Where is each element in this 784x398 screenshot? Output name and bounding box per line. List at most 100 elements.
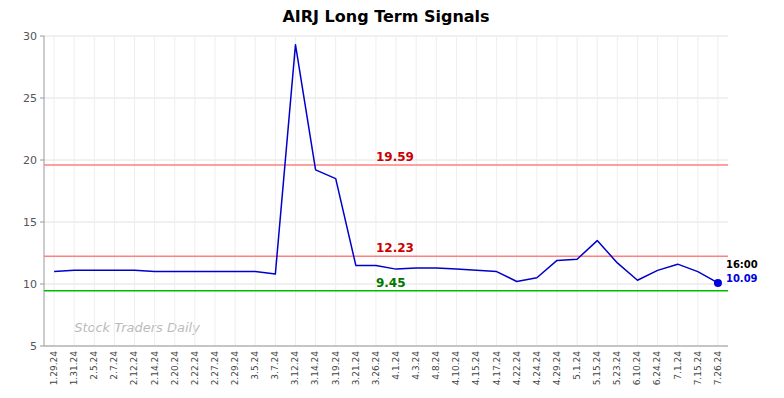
y-tick-label: 25 <box>23 92 37 105</box>
x-tick-label: 2.5.24 <box>89 351 99 380</box>
x-grid-line <box>436 36 437 346</box>
x-tick-label: 5.23.24 <box>612 351 622 386</box>
x-grid-line <box>637 36 638 346</box>
x-grid-line <box>215 36 216 346</box>
last-point <box>714 279 722 287</box>
x-tick-label: 3.26.24 <box>371 351 381 386</box>
x-tick-label: 4.1.24 <box>391 351 401 380</box>
watermark: Stock Traders Daily <box>74 320 200 335</box>
reference-line <box>44 164 728 166</box>
title: AIRJ Long Term Signals <box>282 7 489 26</box>
grid <box>44 36 728 346</box>
x-tick-label: 6.24.24 <box>652 351 662 386</box>
x-grid-line <box>617 36 618 346</box>
x-grid-line <box>74 36 75 346</box>
x-grid-line <box>456 36 457 346</box>
x-grid-line <box>597 36 598 346</box>
x-grid-line <box>255 36 256 346</box>
x-tick-label: 7.15.24 <box>693 351 703 386</box>
last-value-label: 10.09 <box>726 273 758 284</box>
y-tick <box>40 36 44 37</box>
x-tick-label: 2.14.24 <box>150 351 160 386</box>
plot-area <box>44 45 728 291</box>
series-line <box>54 45 718 283</box>
x-tick-label: 2.22.24 <box>190 351 200 386</box>
y-tick <box>40 346 44 347</box>
x-tick-label: 3.5.24 <box>250 351 260 380</box>
x-tick-label: 3.19.24 <box>331 351 341 386</box>
x-grid-line <box>396 36 397 346</box>
x-tick-label: 5.1.24 <box>572 351 582 380</box>
x-grid-line <box>557 36 558 346</box>
y-tick-label: 10 <box>23 278 37 291</box>
last-time-label: 16:00 <box>726 259 758 270</box>
x-tick-label: 1.31.24 <box>69 351 79 386</box>
y-tick-label: 5 <box>30 340 37 353</box>
y-tick <box>40 160 44 161</box>
reference-line <box>44 290 728 292</box>
x-tick-label: 2.27.24 <box>210 351 220 386</box>
x-tick-label: 6.10.24 <box>632 351 642 386</box>
x-tick-label: 2.7.24 <box>109 351 119 380</box>
x-grid-line <box>134 36 135 346</box>
x-grid-line <box>496 36 497 346</box>
x-grid-line <box>657 36 658 346</box>
x-tick-label: 4.3.24 <box>411 351 421 380</box>
x-grid-line <box>94 36 95 346</box>
x-grid-line <box>295 36 296 346</box>
x-grid-line <box>335 36 336 346</box>
x-grid-line <box>355 36 356 346</box>
x-tick-label: 7.1.24 <box>673 351 683 380</box>
x-grid-line <box>717 36 718 346</box>
y-grid-line <box>44 346 728 347</box>
x-tick-label: 2.20.24 <box>170 351 180 386</box>
x-tick-label: 4.17.24 <box>492 351 502 386</box>
x-axis-line <box>44 346 728 347</box>
y-tick <box>40 222 44 223</box>
y-tick-label: 20 <box>23 154 37 167</box>
y-tick-label: 15 <box>23 216 37 229</box>
x-tick-label: 4.15.24 <box>471 351 481 386</box>
x-tick-label: 2.29.24 <box>230 351 240 386</box>
y-grid-line <box>44 98 728 99</box>
chart: Stock Traders Daily 5 10 15 20 25 30 1.29.24 1.3… <box>0 0 784 398</box>
x-grid-line <box>697 36 698 346</box>
reference-label: 9.45 <box>376 276 406 290</box>
x-tick-label: 4.10.24 <box>451 351 461 386</box>
x-grid-line <box>154 36 155 346</box>
reference-label: 12.23 <box>376 241 414 255</box>
y-tick <box>40 98 44 99</box>
x-grid-line <box>315 36 316 346</box>
x-grid-line <box>536 36 537 346</box>
x-grid-line <box>194 36 195 346</box>
x-grid-line <box>516 36 517 346</box>
y-tick <box>40 284 44 285</box>
x-grid-line <box>54 36 55 346</box>
x-tick-label: 4.8.24 <box>431 351 441 380</box>
x-tick-label: 5.15.24 <box>592 351 602 386</box>
x-grid-line <box>416 36 417 346</box>
x-grid-line <box>375 36 376 346</box>
x-grid-line <box>476 36 477 346</box>
x-tick-label: 2.12.24 <box>129 351 139 386</box>
y-tick-label: 30 <box>23 30 37 43</box>
x-grid-line <box>677 36 678 346</box>
reference-line <box>44 256 728 258</box>
x-tick-label: 4.22.24 <box>512 351 522 386</box>
x-tick-label: 3.12.24 <box>290 351 300 386</box>
x-tick-label: 4.24.24 <box>532 351 542 386</box>
x-tick-label: 3.14.24 <box>310 351 320 386</box>
y-grid-line <box>44 36 728 37</box>
x-grid-line <box>114 36 115 346</box>
x-tick-label: 7.26.24 <box>713 351 723 386</box>
x-grid-line <box>577 36 578 346</box>
x-tick-label: 4.29.24 <box>552 351 562 386</box>
x-tick-label: 3.7.24 <box>270 351 280 380</box>
x-grid-line <box>275 36 276 346</box>
y-axis-line <box>44 36 45 346</box>
reference-label: 19.59 <box>376 150 414 164</box>
y-grid-line <box>44 222 728 223</box>
x-grid-line <box>235 36 236 346</box>
x-tick-label: 3.21.24 <box>351 351 361 386</box>
x-tick-label: 1.29.24 <box>49 351 59 386</box>
